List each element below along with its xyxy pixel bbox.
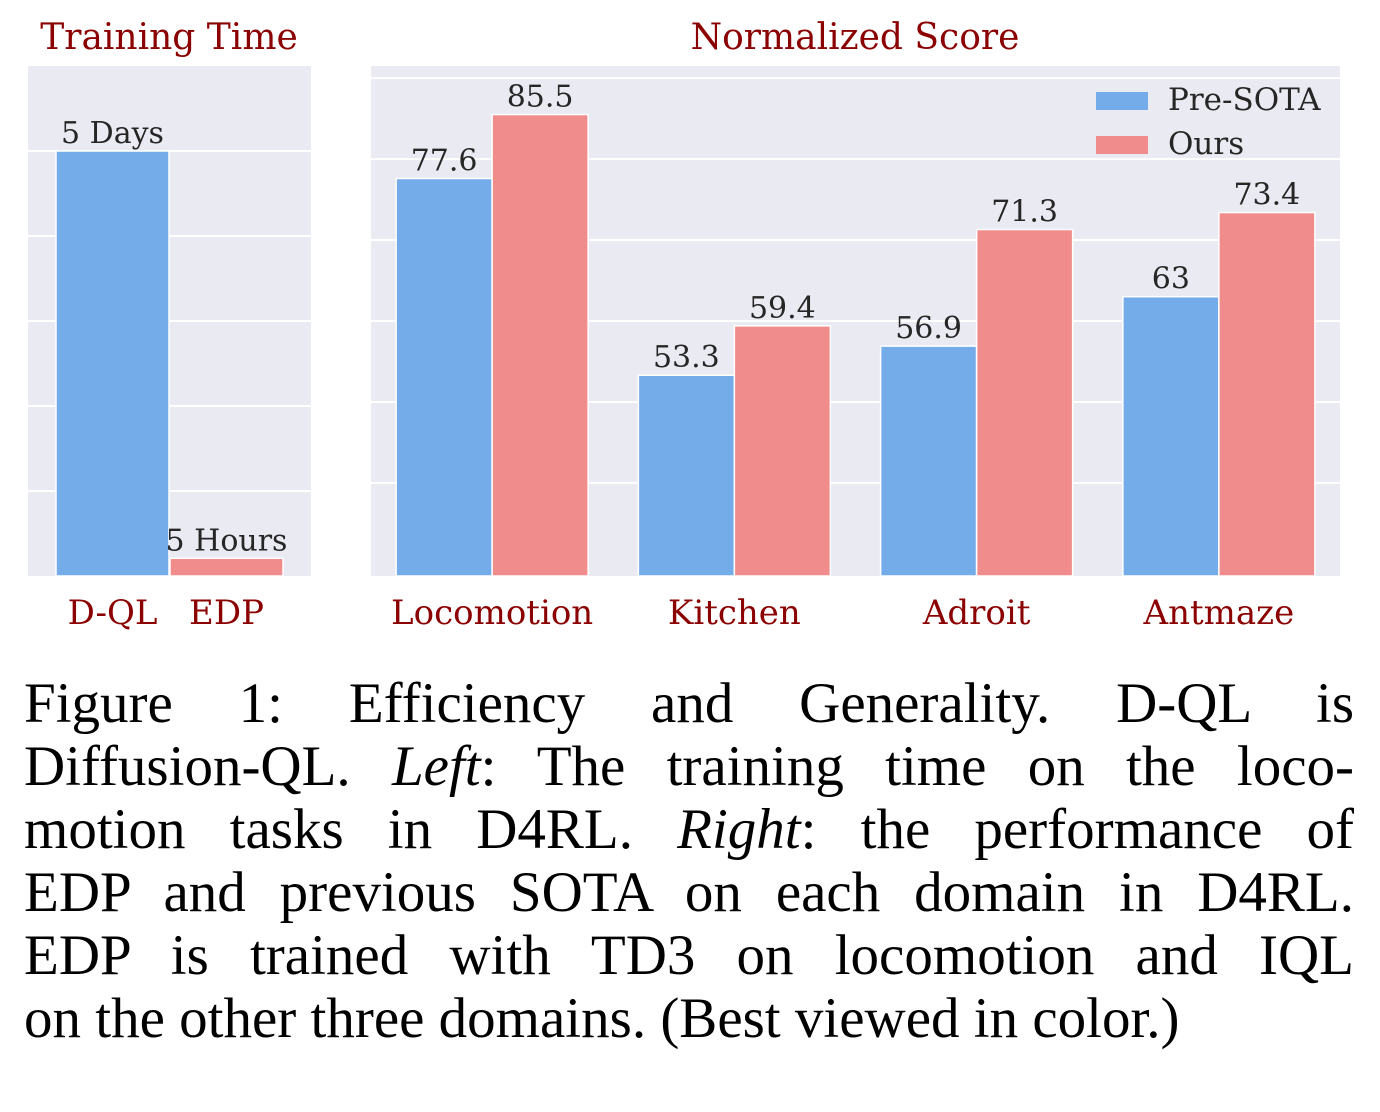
- left-bar-edp: [169, 557, 284, 577]
- caption-line: EDP and previous SOTA on each domain in …: [24, 861, 1354, 924]
- legend-label-pre-sota: Pre-SOTA: [1168, 82, 1321, 118]
- left-bars: 5 Days D-QL5 Hours EDP: [55, 116, 288, 633]
- left-bar-d-ql: [55, 150, 170, 577]
- category-label-kitchen: Kitchen: [668, 593, 801, 633]
- bar-value-label: 63: [1152, 262, 1190, 297]
- bar-pre-sota-antmaze: [1122, 295, 1220, 577]
- left-category-label: EDP: [189, 593, 264, 633]
- category-label-antmaze: Antmaze: [1143, 593, 1295, 633]
- figure-caption: Figure 1: Efficiency and Generality. D-Q…: [24, 672, 1354, 1050]
- left-bar-value-label: 5 Days: [61, 116, 164, 151]
- left-chart-title: Training Time: [40, 17, 298, 58]
- bar-pre-sota-kitchen: [637, 374, 736, 577]
- caption-line: on the other three domains. (Best viewed…: [24, 987, 1180, 1050]
- caption-line: Figure 1: Efficiency and Generality. D-Q…: [24, 672, 1354, 735]
- figure-charts: 5 Days D-QL5 Hours EDP Training Time 77.6 8…: [28, 17, 1340, 633]
- legend-swatch-pre-sota: [1096, 92, 1148, 110]
- right-chart: 77.6 85.5 Locomotion 53.3 59.4 Kitchen 56.9 71.…: [371, 17, 1340, 633]
- caption-line: EDP is trained with TD3 on locomotion an…: [24, 924, 1354, 987]
- bar-value-label: 77.6: [411, 144, 478, 179]
- bar-value-label: 56.9: [895, 311, 962, 346]
- right-bars: 77.6 85.5 Locomotion 53.3 59.4 Kitchen 56.9 71.…: [391, 80, 1316, 633]
- category-label-locomotion: Locomotion: [391, 593, 593, 633]
- left-category-label: D-QL: [68, 593, 158, 633]
- bar-pre-sota-locomotion: [395, 177, 493, 577]
- category-label-adroit: Adroit: [922, 593, 1031, 633]
- bar-ours-adroit: [975, 228, 1074, 577]
- bar-value-label: 73.4: [1233, 178, 1300, 213]
- bar-value-label: 53.3: [653, 340, 720, 375]
- bar-ours-kitchen: [733, 325, 832, 577]
- bar-value-label: 85.5: [507, 80, 574, 115]
- bar-ours-locomotion: [491, 113, 589, 577]
- right-chart-title: Normalized Score: [691, 17, 1020, 58]
- legend-swatch-ours: [1096, 136, 1148, 154]
- caption-line: motion tasks in D4RL. Right: the perform…: [24, 798, 1354, 861]
- bar-ours-antmaze: [1218, 211, 1316, 577]
- left-bar-value-label: 5 Hours: [166, 523, 288, 558]
- caption-line: Diffusion-QL. Left: The training time on…: [24, 735, 1354, 798]
- bar-value-label: 71.3: [991, 195, 1058, 230]
- bar-pre-sota-adroit: [879, 345, 978, 577]
- left-chart: 5 Days D-QL5 Hours EDP Training Time: [28, 17, 311, 633]
- bar-value-label: 59.4: [749, 291, 816, 326]
- legend: Pre-SOTA Ours: [1096, 82, 1321, 162]
- legend-label-ours: Ours: [1168, 126, 1244, 162]
